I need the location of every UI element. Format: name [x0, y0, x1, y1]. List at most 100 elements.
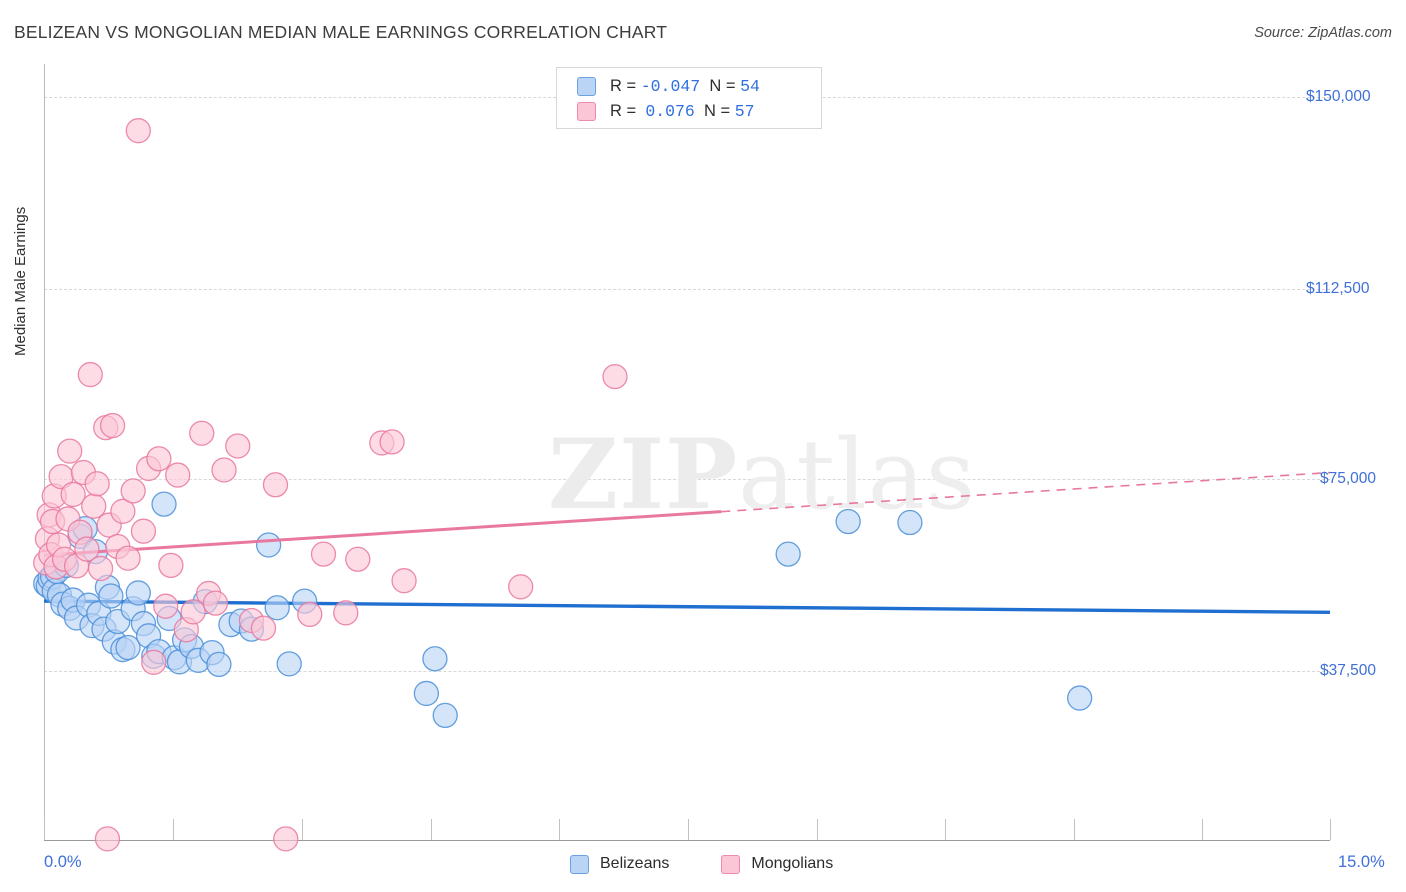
scatter-point	[432, 702, 458, 729]
scatter-point	[53, 552, 79, 579]
scatter-point	[775, 541, 801, 567]
y-axis-label-75000: $75,000	[1320, 470, 1377, 487]
mongolians-r-value: 0.076	[645, 101, 695, 121]
belizeans-n-value: 54	[740, 76, 760, 96]
scatter-point	[101, 629, 127, 655]
scatter-point	[146, 446, 172, 472]
scatter-point	[185, 647, 211, 673]
scatter-point	[218, 611, 244, 638]
scatter-point	[36, 502, 62, 528]
scatter-point	[99, 412, 126, 439]
x-axis-label-min: 0.0%	[44, 853, 82, 871]
legend-belizeans-swatch-icon[interactable]	[570, 854, 589, 874]
x-axis-tick	[817, 819, 818, 840]
x-axis-line	[44, 840, 1330, 841]
scatter-point	[75, 592, 102, 618]
x-axis-label-max: 15.0%	[1338, 853, 1385, 871]
x-axis-tick	[1074, 819, 1075, 840]
scatter-point	[63, 605, 90, 631]
scatter-point	[110, 498, 136, 524]
scatter-point	[96, 512, 122, 538]
scatter-point	[225, 433, 251, 459]
scatter-point	[93, 414, 119, 441]
scatter-point	[158, 552, 184, 579]
scatter-point	[273, 826, 299, 852]
scatter-point	[206, 651, 232, 678]
mongolians-n-value: 57	[734, 101, 755, 121]
watermark-bold: ZIP	[548, 418, 739, 531]
scatter-point	[41, 578, 67, 604]
y-axis-label-37500: $37,500	[1320, 662, 1377, 679]
scatter-point	[72, 516, 98, 542]
scatter-point	[55, 506, 81, 532]
correlation-legend: R = -0.047 N = 54 R = 0.076 N = 57	[556, 67, 822, 129]
scatter-point	[238, 616, 265, 642]
scatter-point	[508, 574, 534, 600]
scatter-point	[413, 680, 440, 707]
x-axis-tick	[945, 819, 946, 840]
scatter-point	[38, 542, 64, 568]
scatter-point	[35, 573, 61, 599]
scatter-point	[77, 361, 103, 388]
belizeans-r-value: -0.047	[640, 76, 701, 96]
scatter-point	[130, 610, 157, 637]
scatter-point	[151, 491, 177, 517]
x-axis-tick	[559, 819, 560, 840]
legend-mongolians-swatch-icon[interactable]	[721, 854, 741, 874]
scatter-point	[153, 593, 179, 619]
scatter-point	[87, 555, 114, 582]
scatter-point	[105, 608, 131, 635]
correlation-legend-row-mongolians: R = 0.076 N = 57	[577, 99, 755, 123]
scatter-point	[195, 580, 222, 607]
belizeans-swatch-icon	[577, 76, 596, 96]
scatter-point	[91, 616, 117, 642]
scatter-point	[67, 519, 93, 545]
scatter-point	[33, 550, 59, 576]
scatter-point	[165, 462, 191, 488]
scatter-point	[391, 568, 417, 594]
scatter-point	[602, 363, 628, 390]
belizeans-r-label: R =	[610, 76, 637, 95]
scatter-point	[264, 595, 290, 621]
belizeans-n-label: N =	[709, 76, 736, 95]
scatter-point	[180, 599, 206, 625]
scatter-point	[310, 541, 337, 567]
scatter-point	[135, 455, 162, 482]
scatter-point	[146, 638, 172, 665]
scatter-point	[110, 636, 136, 663]
scatter-point	[171, 627, 198, 653]
scatter-point	[115, 545, 141, 571]
scatter-point	[45, 532, 72, 558]
legend-belizeans-label[interactable]: Belizeans	[600, 855, 670, 872]
scatter-point	[70, 459, 97, 486]
x-axis-tick	[44, 819, 45, 840]
scatter-point	[1067, 685, 1093, 711]
mongolians-n-label: N =	[704, 101, 731, 120]
gridline-75000	[44, 479, 1330, 480]
y-axis-line	[44, 64, 45, 840]
scatter-point	[79, 612, 105, 639]
scatter-point	[228, 608, 254, 634]
y-axis-label-150000: $150,000	[1306, 88, 1371, 105]
page-title: BELIZEAN VS MONGOLIAN MEDIAN MALE EARNIN…	[14, 22, 668, 42]
x-axis-tick	[1202, 819, 1203, 840]
y-axis-label-112500: $112,500	[1306, 280, 1370, 297]
legend-mongolians-label[interactable]: Mongolians	[751, 855, 834, 872]
y-axis-title: Median Male Earnings	[12, 206, 29, 356]
scatter-point	[115, 634, 141, 661]
scatter-point	[105, 533, 131, 560]
belizeans-stats: R = -0.047 N = 54	[610, 77, 760, 96]
correlation-legend-row-belizeans: R = -0.047 N = 54	[577, 74, 760, 98]
scatter-point	[120, 596, 146, 622]
scatter-point	[94, 574, 121, 600]
gridline-112500	[44, 289, 1330, 290]
scatter-point	[345, 546, 371, 572]
scatter-point	[82, 538, 109, 565]
gridline-37500	[44, 671, 1330, 672]
scatter-point	[333, 600, 359, 626]
scatter-point	[41, 483, 67, 509]
scatter-point	[84, 471, 110, 497]
scatter-point	[161, 645, 187, 671]
scatter-point	[291, 588, 318, 614]
scatter-point	[81, 493, 107, 519]
